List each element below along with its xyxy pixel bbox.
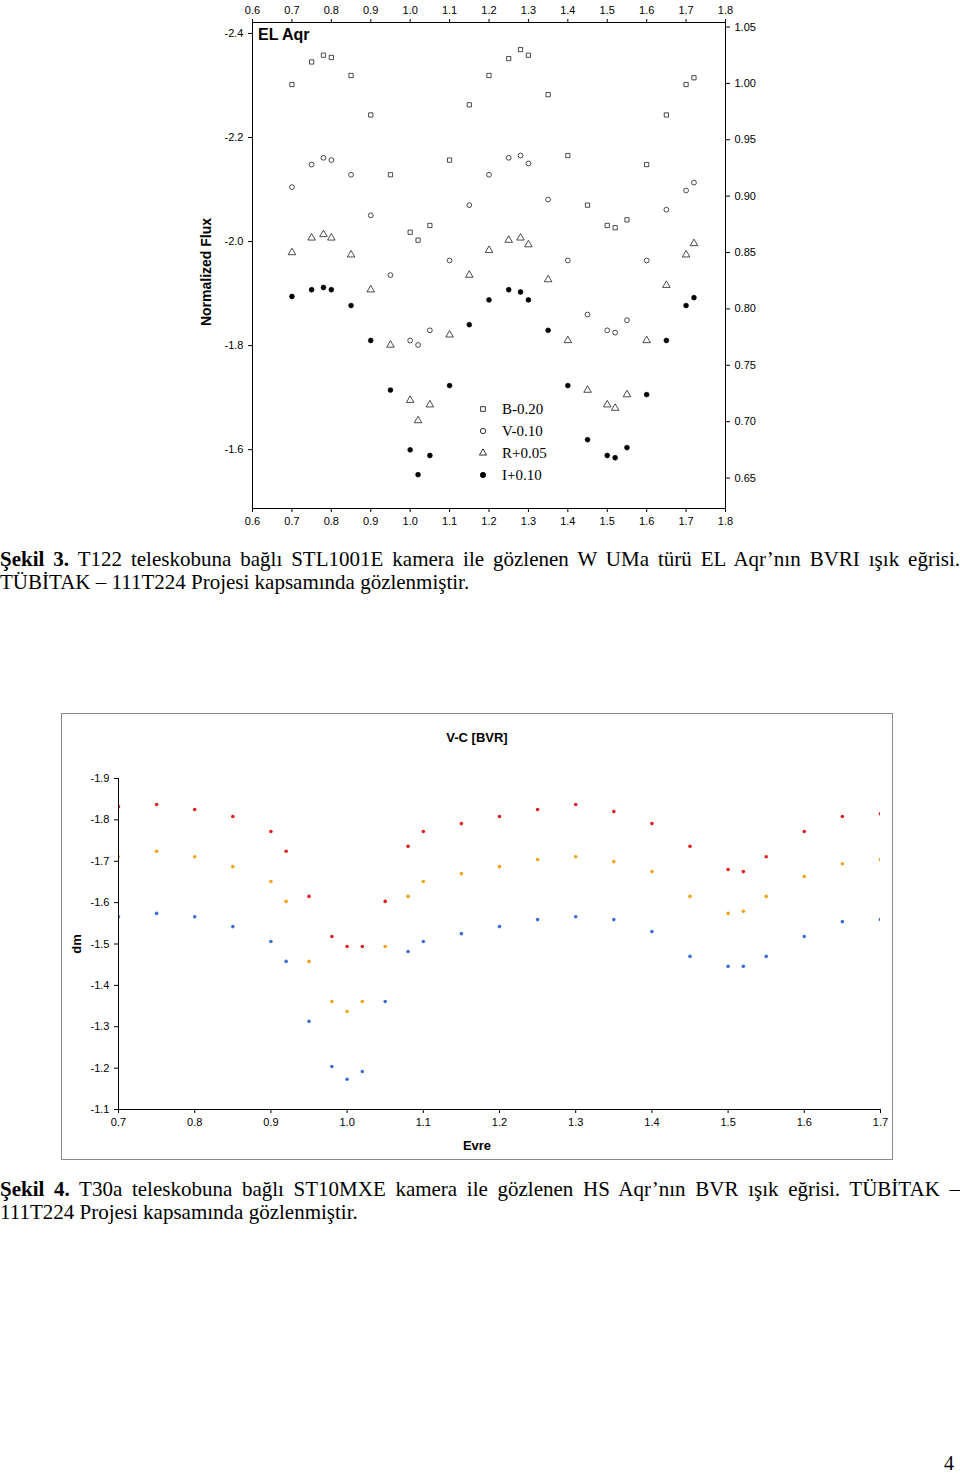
svg-text:1.2: 1.2 (481, 515, 496, 527)
svg-text:1.3: 1.3 (568, 1116, 583, 1128)
html-text:Evre: Evre (462, 1138, 492, 1153)
svg-text:-1.9: -1.9 (91, 772, 110, 784)
svg-text:-2.0: -2.0 (225, 235, 244, 247)
svg-text:-1.7: -1.7 (91, 855, 110, 867)
svg-text:1.8: 1.8 (718, 4, 733, 16)
svg-text:1.1: 1.1 (442, 4, 457, 16)
html-text:4: 4 (944, 1452, 954, 1474)
html-text:B-0.20: B-0.20 (502, 400, 544, 417)
svg-text:1.5: 1.5 (600, 4, 615, 16)
svg-text:0.8: 0.8 (324, 515, 339, 527)
svg-text:1.3: 1.3 (521, 4, 536, 16)
svg-text:0.65: 0.65 (735, 472, 756, 484)
svg-text:-1.5: -1.5 (91, 938, 110, 950)
html-text:V-0.10: V-0.10 (502, 422, 543, 439)
svg-text:1.1: 1.1 (442, 515, 457, 527)
svg-text:0.90: 0.90 (735, 190, 756, 202)
svg-text:-1.4: -1.4 (91, 979, 110, 991)
svg-text:1.7: 1.7 (678, 4, 693, 16)
svg-text:0.8: 0.8 (324, 4, 339, 16)
svg-text:0.7: 0.7 (284, 4, 299, 16)
svg-text:0.85: 0.85 (735, 246, 756, 258)
svg-text:1.6: 1.6 (639, 4, 654, 16)
svg-text:-1.2: -1.2 (91, 1062, 110, 1074)
html-text:V-C [BVR]: V-C [BVR] (446, 730, 508, 745)
svg-text:1.4: 1.4 (560, 4, 575, 16)
svg-text:0.9: 0.9 (263, 1116, 278, 1128)
svg-text:1.2: 1.2 (481, 4, 496, 16)
svg-text:-1.6: -1.6 (91, 896, 110, 908)
svg-text:1.4: 1.4 (560, 515, 575, 527)
svg-text:1.1: 1.1 (416, 1116, 431, 1128)
svg-text:0.95: 0.95 (735, 133, 756, 145)
svg-text:1.0: 1.0 (403, 4, 418, 16)
html-text:dm: dm (68, 934, 84, 954)
svg-text:1.8: 1.8 (718, 515, 733, 527)
svg-text:0.6: 0.6 (245, 515, 260, 527)
svg-text:0.70: 0.70 (735, 415, 756, 427)
html-text:R+0.05: R+0.05 (502, 444, 547, 461)
svg-text:0.80: 0.80 (735, 302, 756, 314)
html-text:Şekil 3. T122 teleskobuna bağl: Şekil 3. T122 teleskobuna bağlı STL1001E… (0, 547, 960, 594)
svg-text:1.3: 1.3 (521, 515, 536, 527)
svg-text:0.6: 0.6 (245, 4, 260, 16)
html-text:EL Aqr: EL Aqr (258, 26, 310, 43)
svg-text:-1.8: -1.8 (225, 339, 244, 351)
svg-text:1.00: 1.00 (735, 77, 756, 89)
svg-text:1.5: 1.5 (600, 515, 615, 527)
svg-text:0.8: 0.8 (187, 1116, 202, 1128)
svg-text:1.7: 1.7 (678, 515, 693, 527)
svg-text:0.9: 0.9 (363, 4, 378, 16)
svg-text:0.9: 0.9 (363, 515, 378, 527)
svg-text:-1.1: -1.1 (91, 1103, 110, 1115)
svg-text:1.7: 1.7 (873, 1116, 888, 1128)
svg-text:-2.4: -2.4 (225, 27, 244, 39)
svg-text:1.5: 1.5 (720, 1116, 735, 1128)
svg-text:1.6: 1.6 (797, 1116, 812, 1128)
svg-text:1.0: 1.0 (403, 515, 418, 527)
html-text:Şekil 4. T30a teleskobuna bağl: Şekil 4. T30a teleskobuna bağlı ST10MXE … (0, 1177, 960, 1224)
html-text:Normalized Flux: Normalized Flux (198, 217, 214, 327)
svg-text:1.4: 1.4 (644, 1116, 659, 1128)
svg-text:1.05: 1.05 (735, 21, 756, 33)
svg-text:-1.3: -1.3 (91, 1020, 110, 1032)
svg-text:1.0: 1.0 (339, 1116, 354, 1128)
svg-text:0.7: 0.7 (284, 515, 299, 527)
svg-text:1.2: 1.2 (492, 1116, 507, 1128)
svg-text:0.75: 0.75 (735, 359, 756, 371)
svg-text:1.6: 1.6 (639, 515, 654, 527)
svg-text:-1.6: -1.6 (225, 443, 244, 455)
svg-text:-1.8: -1.8 (91, 813, 110, 825)
svg-text:0.7: 0.7 (111, 1116, 126, 1128)
html-text:I+0.10: I+0.10 (502, 466, 542, 483)
svg-text:-2.2: -2.2 (225, 131, 244, 143)
